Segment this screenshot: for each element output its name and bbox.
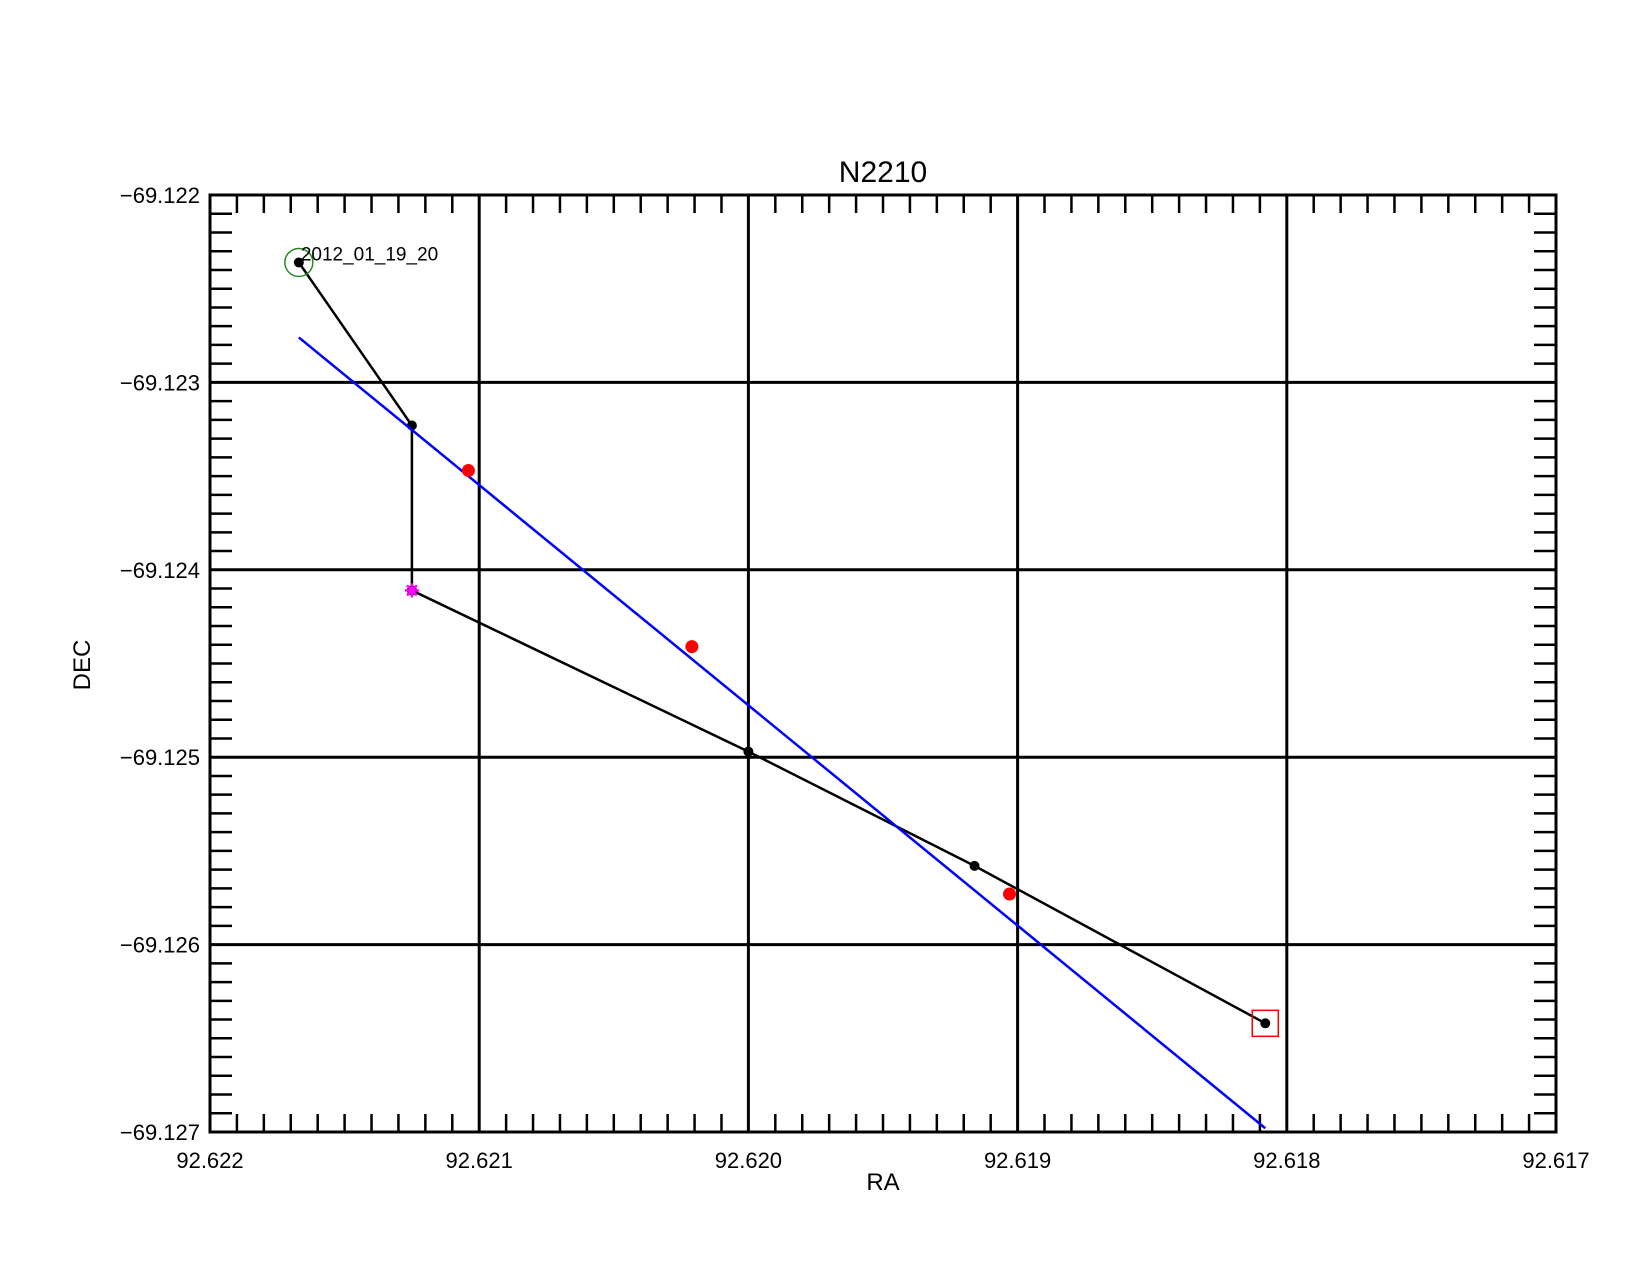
data-point (685, 640, 699, 654)
data-point (1260, 1018, 1271, 1029)
x-tick-label: 92.617 (1522, 1148, 1589, 1173)
data-point (1003, 887, 1017, 901)
data-point (969, 860, 980, 871)
start-circle-marker (284, 247, 314, 278)
data-point (743, 746, 754, 757)
point-annotation: 2012_01_19_20 (301, 244, 438, 265)
y-tick-label: −69.123 (120, 370, 200, 395)
y-axis-label: DEC (69, 640, 96, 691)
y-tick-label: −69.126 (120, 933, 200, 958)
x-tick-label: 92.622 (176, 1148, 243, 1173)
y-tick-label: −69.124 (120, 558, 200, 583)
x-axis-label: RA (866, 1169, 899, 1196)
chart-title: N2210 (839, 156, 927, 189)
x-tick-label: 92.620 (715, 1148, 782, 1173)
y-tick-label: −69.122 (120, 183, 200, 208)
plot-frame (208, 193, 1558, 1134)
data-point (293, 257, 304, 268)
x-tick-label: 92.618 (1253, 1148, 1320, 1173)
data-point (461, 463, 475, 477)
series-line-1 (298, 336, 1267, 1130)
x-tick-label: 92.619 (984, 1148, 1051, 1173)
star-marker (404, 583, 419, 598)
x-tick-label: 92.621 (446, 1148, 513, 1173)
end-square-marker (1251, 1009, 1280, 1038)
y-tick-label: −69.125 (120, 745, 200, 770)
star-marker-stroke (406, 584, 418, 597)
series-line-0 (297, 261, 1266, 1025)
y-tick-label: −69.127 (120, 1120, 200, 1145)
